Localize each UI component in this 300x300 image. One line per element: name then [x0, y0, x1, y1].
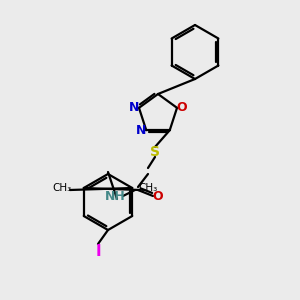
- Text: N: N: [129, 101, 139, 114]
- Text: CH₃: CH₃: [138, 183, 158, 193]
- Text: CH₃: CH₃: [52, 183, 72, 193]
- Text: S: S: [150, 145, 160, 159]
- Text: NH: NH: [105, 190, 125, 202]
- Text: O: O: [153, 190, 163, 202]
- Text: O: O: [177, 101, 187, 114]
- Text: I: I: [95, 244, 101, 260]
- Text: N: N: [136, 124, 146, 137]
